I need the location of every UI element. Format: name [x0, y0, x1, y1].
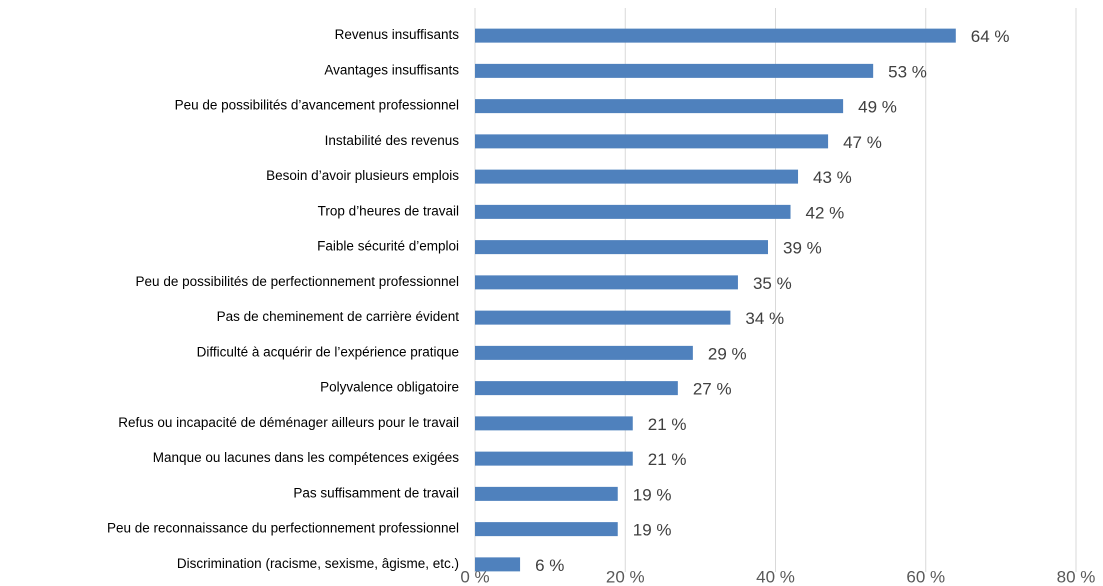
data-label: 49 %: [858, 98, 897, 117]
x-tick-label: 80 %: [1057, 567, 1096, 586]
y-tick-label: Pas de cheminement de carrière évident: [217, 309, 460, 324]
data-label: 42 %: [806, 203, 845, 222]
y-tick-label: Difficulté à acquérir de l’expérience pr…: [197, 344, 459, 359]
bar: [475, 345, 693, 360]
bar: [475, 63, 874, 78]
y-tick-label: Peu de possibilités d’avancement profess…: [175, 98, 459, 113]
data-label: 27 %: [693, 380, 732, 399]
bar: [475, 416, 633, 431]
y-tick-label: Discrimination (racisme, sexisme, âgisme…: [177, 556, 459, 571]
bar: [475, 28, 956, 43]
y-tick-label: Besoin d’avoir plusieurs emplois: [266, 168, 459, 183]
bar: [475, 169, 799, 184]
y-tick-label: Instabilité des revenus: [325, 133, 460, 148]
x-tick-label: 0 %: [460, 567, 489, 586]
y-tick-label: Pas suffisamment de travail: [293, 485, 459, 500]
data-label: 19 %: [633, 485, 672, 504]
bar: [475, 381, 678, 396]
y-tick-label: Manque ou lacunes dans les compétences e…: [153, 450, 459, 465]
data-label: 6 %: [535, 556, 564, 575]
y-tick-label: Trop d’heures de travail: [318, 203, 459, 218]
y-tick-label: Avantages insuffisants: [324, 62, 459, 77]
data-label: 43 %: [813, 168, 852, 187]
data-label: 19 %: [633, 521, 672, 540]
bar: [475, 310, 731, 325]
bar: [475, 204, 791, 219]
y-tick-label: Peu de reconnaissance du perfectionnemen…: [107, 521, 459, 536]
bar: [475, 486, 618, 501]
data-label: 64 %: [971, 27, 1010, 46]
bar: [475, 451, 633, 466]
data-label: 53 %: [888, 62, 927, 81]
bar: [475, 134, 829, 149]
y-tick-label: Revenus insuffisants: [335, 27, 460, 42]
bar: [475, 275, 738, 290]
data-label: 21 %: [648, 450, 687, 469]
y-tick-label: Polyvalence obligatoire: [320, 380, 459, 395]
data-label: 35 %: [753, 274, 792, 293]
x-tick-label: 20 %: [606, 567, 645, 586]
y-tick-label: Peu de possibilités de perfectionnement …: [136, 274, 459, 289]
bar: [475, 557, 521, 572]
x-tick-label: 60 %: [906, 567, 945, 586]
data-label: 39 %: [783, 239, 822, 258]
y-tick-label: Faible sécurité d’emploi: [317, 239, 459, 254]
bar: [475, 240, 768, 255]
data-label: 29 %: [708, 344, 747, 363]
bar: [475, 522, 618, 537]
data-label: 47 %: [843, 133, 882, 152]
bar: [475, 99, 844, 114]
x-tick-label: 40 %: [756, 567, 795, 586]
data-label: 34 %: [745, 309, 784, 328]
data-label: 21 %: [648, 415, 687, 434]
y-tick-label: Refus ou incapacité de déménager ailleur…: [118, 415, 459, 430]
